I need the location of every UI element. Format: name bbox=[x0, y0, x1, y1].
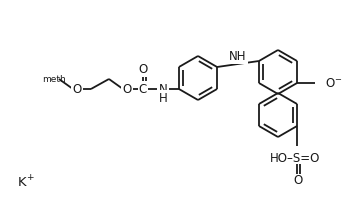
Text: HO–S=O: HO–S=O bbox=[270, 151, 320, 165]
Text: H: H bbox=[159, 91, 167, 104]
Text: O: O bbox=[122, 82, 132, 96]
Text: O: O bbox=[138, 62, 147, 76]
Text: +: + bbox=[26, 172, 34, 181]
Text: NH: NH bbox=[229, 49, 247, 62]
Text: meth: meth bbox=[42, 75, 66, 83]
Text: O: O bbox=[72, 82, 81, 96]
Text: O: O bbox=[293, 173, 303, 186]
Text: K: K bbox=[18, 177, 27, 190]
Text: O$^{-}$: O$^{-}$ bbox=[325, 76, 342, 89]
Text: C: C bbox=[139, 82, 147, 96]
Text: N: N bbox=[159, 82, 167, 96]
